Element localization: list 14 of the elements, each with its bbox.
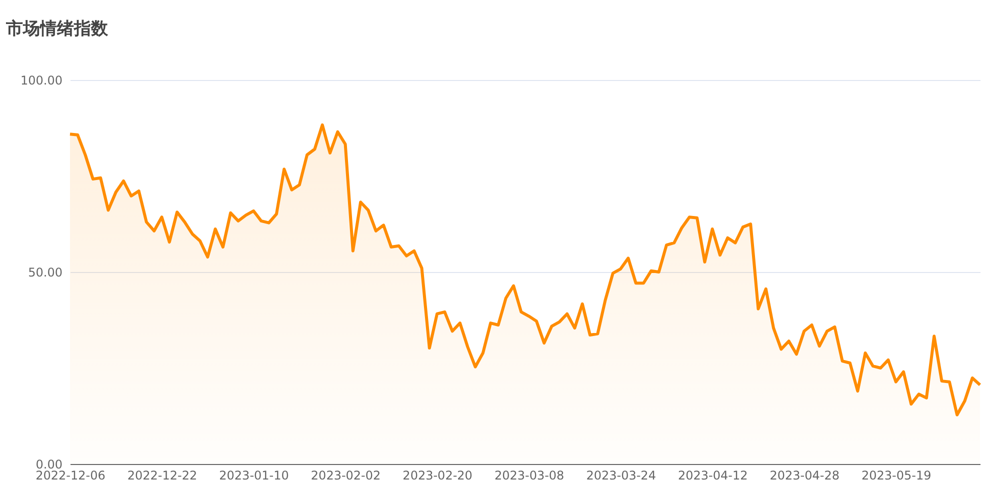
x-tick-label: 2023-04-28 bbox=[770, 468, 840, 482]
x-tick-label: 2023-03-08 bbox=[494, 468, 564, 482]
y-tick-label: 50.00 bbox=[28, 266, 62, 280]
x-tick-label: 2023-04-12 bbox=[678, 468, 748, 482]
x-tick-label: 2022-12-06 bbox=[36, 468, 106, 482]
y-tick-label: 100.00 bbox=[20, 74, 62, 88]
x-tick-label: 2023-05-19 bbox=[862, 468, 932, 482]
y-tick-label: 0.00 bbox=[36, 458, 62, 472]
x-tick-label: 2022-12-22 bbox=[127, 468, 198, 482]
chart-title: 市场情绪指数 bbox=[5, 19, 109, 39]
x-tick-label: 2023-02-02 bbox=[310, 468, 381, 482]
x-tick-label: 2023-03-24 bbox=[586, 468, 656, 482]
x-tick-label: 2023-02-20 bbox=[402, 468, 472, 482]
x-tick-label: 2023-01-10 bbox=[219, 468, 289, 482]
